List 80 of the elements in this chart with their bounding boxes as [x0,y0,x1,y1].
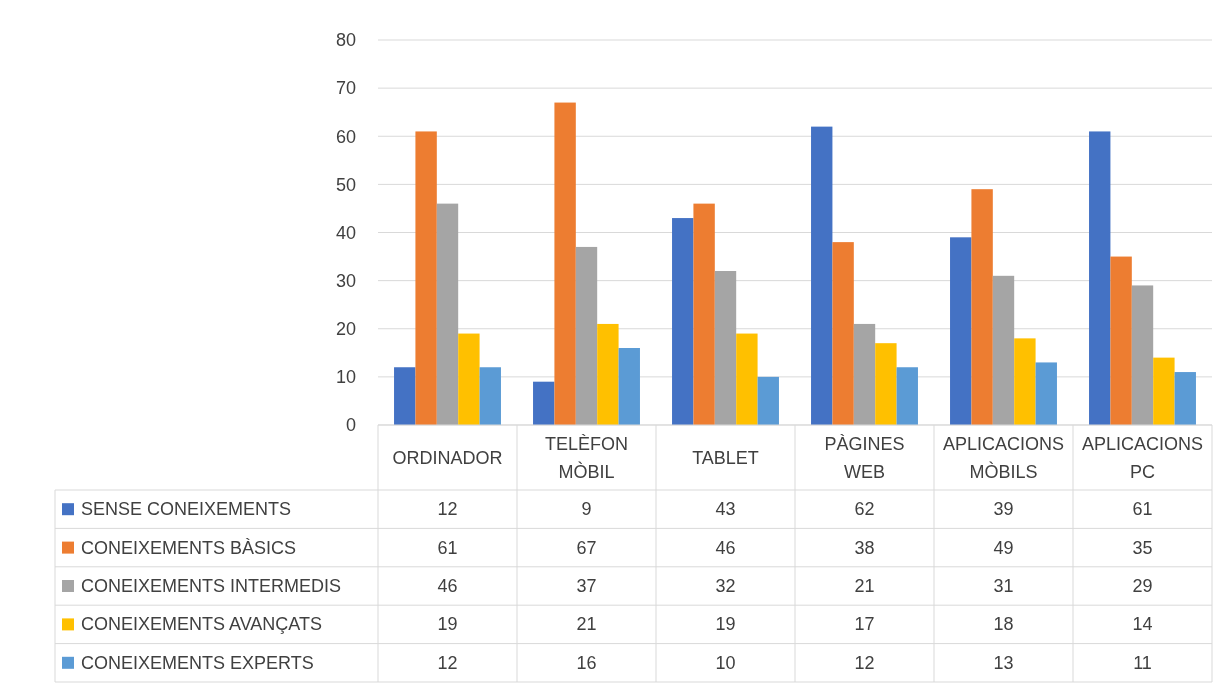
bar [992,275,1015,425]
bar [575,246,598,425]
x-tick-label: TELÈFON MÒBIL [544,433,629,482]
bar [415,131,437,425]
bar [1089,131,1111,425]
legend-label: SENSE CONEIXEMENTS [81,499,292,520]
bar [736,333,758,425]
y-tick-label: 70 [335,78,356,99]
data-label: 10 [715,652,736,673]
bar [554,102,576,425]
data-label: 61 [1132,499,1153,520]
bar [1035,362,1057,425]
y-tick-label: 20 [335,319,356,340]
data-label: 12 [437,652,458,673]
bar [1110,256,1132,425]
data-label: 61 [437,537,458,558]
y-tick-label: 40 [335,222,356,243]
x-tick-label: APLICACIONS PC [1081,433,1204,482]
data-label: 19 [715,614,736,635]
x-tick-label: APLICACIONS MÒBILS [942,433,1065,482]
data-label: 21 [854,576,875,596]
bar [394,367,416,425]
bar [693,203,715,425]
bar [1014,338,1036,425]
bar [1174,372,1196,425]
data-label: 35 [1132,537,1153,558]
data-label: 18 [993,614,1014,635]
data-label: 29 [1132,576,1153,596]
data-label: 38 [854,537,875,558]
bar [875,343,897,425]
data-label: 43 [715,499,736,520]
data-label: 39 [993,499,1014,520]
bar [757,376,779,425]
data-label: 31 [993,576,1014,596]
y-tick-label: 80 [335,30,356,51]
data-label: 37 [576,576,597,596]
x-tick-label: ORDINADOR [392,447,503,468]
y-tick-label: 30 [335,270,356,291]
y-tick-label: 0 [345,415,356,436]
bar [479,367,501,425]
data-label: 46 [715,537,736,558]
bar [436,203,459,425]
bar [853,323,876,425]
bar [950,237,972,425]
data-label: 11 [1133,652,1152,673]
data-label: 13 [993,652,1014,673]
bar [1131,285,1154,425]
data-label: 49 [993,537,1014,558]
y-tick-label: 50 [335,174,356,195]
bar [1153,357,1175,425]
bar [811,126,833,425]
bar [714,271,737,425]
bar [533,381,555,425]
data-label: 14 [1132,614,1153,635]
data-label: 12 [437,499,458,520]
bar [458,333,480,425]
data-label: 9 [581,499,592,520]
legend-label: CONEIXEMENTS INTERMEDIS [81,576,342,596]
legend-label: CONEIXEMENTS EXPERTS [81,652,314,673]
data-label: 62 [854,499,875,520]
bar [971,189,993,425]
data-label: 12 [854,652,875,673]
bar [896,367,918,425]
data-label: 32 [715,576,736,596]
legend-label: CONEIXEMENTS AVANÇATS [81,614,323,635]
data-label: 19 [437,614,458,635]
y-tick-label: 10 [335,367,356,388]
data-label: 67 [576,537,597,558]
legend-label: CONEIXEMENTS BÀSICS [81,537,297,558]
y-tick-label: 60 [335,126,356,147]
x-tick-label: TABLET [692,447,759,468]
data-label: 46 [437,576,458,596]
bar [618,348,640,425]
bar [597,323,619,425]
bar [672,218,694,425]
x-tick-label: PÀGINES WEB [824,433,905,482]
bar [832,242,854,425]
data-label: 16 [576,652,597,673]
data-label: 21 [576,614,597,635]
data-label: 17 [854,614,875,635]
